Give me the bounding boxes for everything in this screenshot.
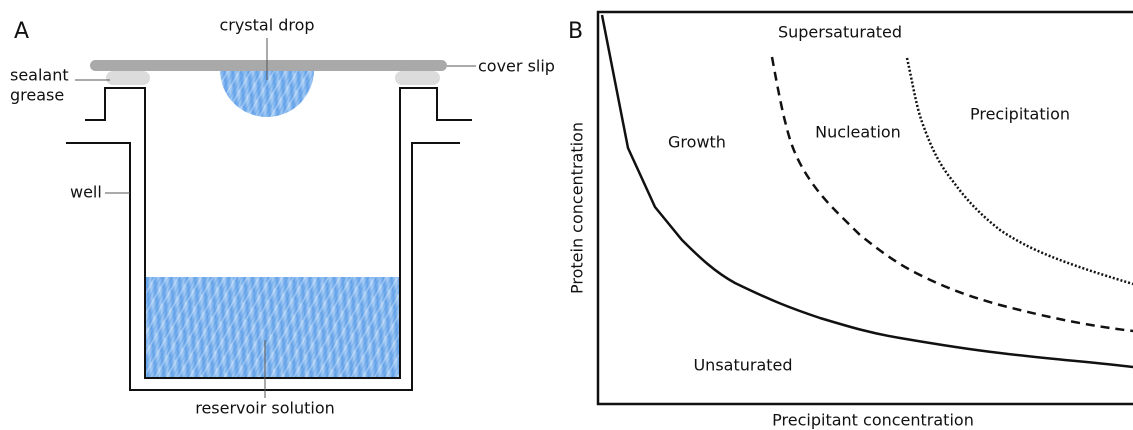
panel-b: B Protein concentration Precipitant conc… bbox=[568, 10, 1133, 430]
sealant-grease bbox=[106, 71, 150, 85]
x-axis-label: Precipitant concentration bbox=[772, 411, 974, 430]
cover-slip-label: cover slip bbox=[478, 57, 555, 76]
panel-label: A bbox=[14, 19, 29, 44]
crystal-drop-label: crystal drop bbox=[219, 16, 314, 35]
well-label: well bbox=[70, 183, 102, 202]
sealant-label: sealant bbox=[10, 66, 69, 85]
panel-a: A crystal drop cover slip sealant grease… bbox=[10, 16, 555, 418]
nucleation-curve bbox=[770, 56, 1133, 333]
region-label: Supersaturated bbox=[778, 23, 902, 42]
crystal-drop bbox=[220, 70, 314, 117]
region-label: Precipitation bbox=[970, 105, 1070, 124]
reservoir-solution bbox=[144, 277, 400, 378]
cover-slip bbox=[90, 60, 447, 71]
well-outer-wall bbox=[66, 142, 460, 391]
y-axis-label: Protein concentration bbox=[568, 122, 587, 294]
grease-label: grease bbox=[10, 86, 64, 105]
region-label: Nucleation bbox=[815, 123, 901, 142]
panel-label: B bbox=[568, 19, 583, 44]
sealant-grease bbox=[395, 71, 440, 85]
well-inner-wall bbox=[85, 87, 472, 379]
region-label: Unsaturated bbox=[693, 356, 792, 375]
axes-box bbox=[596, 10, 1133, 406]
reservoir-label: reservoir solution bbox=[195, 399, 335, 418]
solubility-curve bbox=[600, 14, 1133, 369]
region-label: Growth bbox=[668, 133, 726, 152]
precipitation-curve bbox=[905, 57, 1133, 286]
